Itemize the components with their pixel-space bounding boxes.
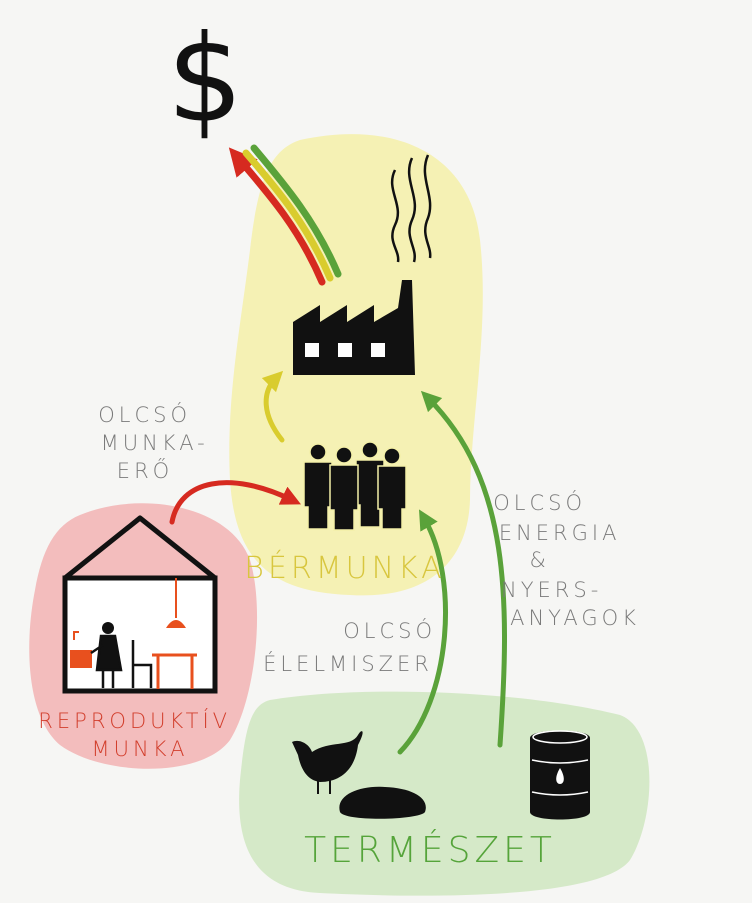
page: $	[0, 0, 752, 903]
barrel-icon	[530, 731, 590, 820]
node-label-line: REPRODUKTÍV	[38, 708, 231, 733]
edge-label-line: ÉLELMISZER	[263, 651, 433, 676]
edge-label: OLCSÓ ÉLELMISZER	[263, 618, 447, 676]
node-label-line: MUNKA	[92, 737, 189, 761]
edge-label-line: OLCSÓ	[98, 402, 191, 427]
dollar-sign: $	[167, 11, 243, 150]
edge-label: OLCSÓ MUNKA- ERŐ	[98, 402, 219, 483]
edge-label-line: ANYAGOK	[510, 606, 640, 630]
node-label: TERMÉSZET	[304, 829, 556, 871]
edge-label-line: ENERGIA	[499, 521, 621, 545]
edge-label-line: ERŐ	[117, 458, 173, 483]
edge-label-line: OLCSÓ	[343, 618, 436, 643]
edge-label-line: MUNKA-	[101, 431, 209, 455]
diagram: $	[0, 0, 752, 903]
edge-label-line: NYERS-	[501, 578, 602, 602]
edge-label-line: OLCSÓ	[493, 490, 586, 515]
node-label: BÉRMUNKA	[244, 550, 445, 586]
edge-label: OLCSÓ ENERGIA & NYERS- ANYAGOK	[493, 490, 640, 630]
edge-label-line: &	[529, 548, 549, 572]
